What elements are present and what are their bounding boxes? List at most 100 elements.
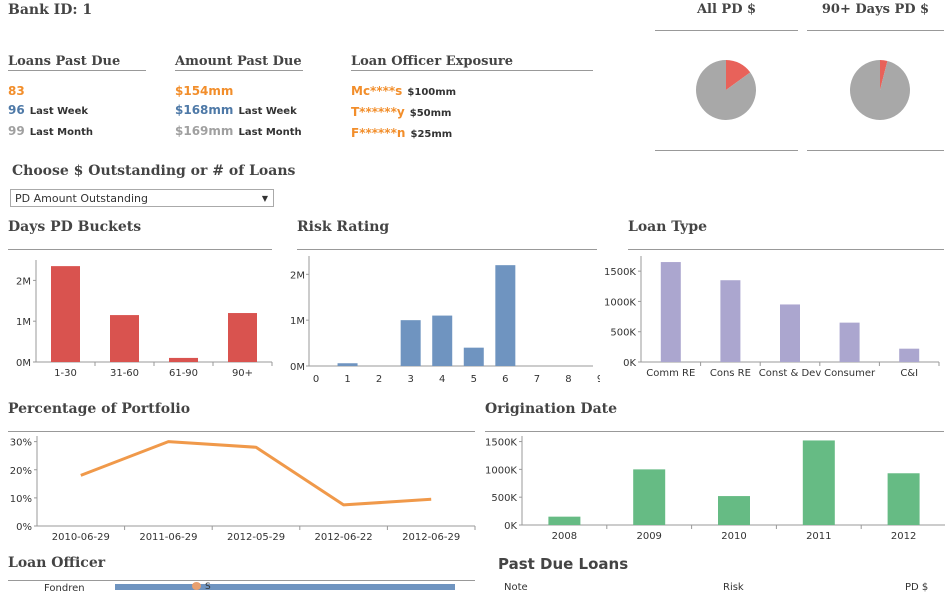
risk-rating-title: Risk Rating [297,219,390,235]
divider [8,431,475,432]
kpi-amount-past-due: Amount Past Due $154mm $168mm Last Week … [175,54,303,142]
kpi-current: $154mm [175,84,234,98]
pie-slice [726,60,751,90]
pd90-pie [850,60,910,121]
kpi-last-month-label: Last Month [238,127,302,138]
bar [720,280,741,362]
bar [228,313,257,362]
past-due-title: Past Due Loans [498,555,629,573]
divider [297,249,597,250]
kpi-last-month: $169mm [175,124,234,138]
y-tick-label: 2M [16,276,31,287]
pct-portfolio-title: Percentage of Portfolio [8,401,191,417]
pd90-title: 90+ Days PD $ [821,2,930,17]
bar [432,315,453,366]
kpi-title: Loan Officer Exposure [351,54,593,71]
divider [8,580,475,581]
y-tick-label: 2M [290,270,305,281]
bar [887,473,920,525]
col-note[interactable]: Note [504,582,528,593]
x-tick-label: 8 [565,374,571,385]
x-tick-label: Consumer [824,368,876,379]
y-tick-label: 10% [10,494,32,505]
kpi-officer-exposure: Loan Officer Exposure Mc****s $100mm T**… [351,54,593,144]
y-tick-label: 1000K [485,465,517,476]
dropdown-value: PD Amount Outstanding [15,192,149,205]
bar [633,469,666,525]
selector-title: Choose $ Outstanding or # of Loans [12,163,296,179]
days-pd-title: Days PD Buckets [8,219,142,235]
x-tick-label: 2012-06-29 [402,532,460,543]
col-risk[interactable]: Risk [723,582,744,593]
y-tick-label: 20% [10,466,32,477]
y-tick-label: 0M [290,362,305,373]
officer-amount: $25mm [410,129,453,140]
kpi-title: Loans Past Due [8,54,146,71]
risk-rating-chart: 0M 1M 2M 0 1 2 3 4 5 6 7 8 9 [290,256,600,385]
y-tick-label: 1500K [485,438,517,449]
y-tick-label: 0K [623,358,636,369]
bar [337,363,358,366]
divider [807,30,944,31]
officer-amount: $100mm [407,87,457,98]
bar [660,262,681,362]
col-pd[interactable]: PD $ [905,582,929,593]
x-tick-label: 1-30 [54,368,77,379]
divider [485,431,944,432]
officer-row-label: Fondren [44,583,85,594]
bar [780,304,800,362]
kpi-last-week-label: Last Week [29,106,89,117]
x-tick-label: Comm RE [646,368,695,379]
y-tick-label: 1M [290,316,305,327]
officer-bar[interactable] [115,584,455,590]
divider [655,150,798,151]
x-tick-label: 2010 [721,531,746,542]
x-tick-label: 0 [313,374,319,385]
divider [807,150,944,151]
pie-slice [850,60,910,121]
y-tick-label: 0% [16,522,32,533]
bar [463,347,484,366]
bar [110,315,139,362]
chevron-down-icon[interactable]: ▼ [261,194,268,203]
pie-slice [696,60,756,121]
origination-chart: 0K 500K 1000K 1500K 2008 2009 2010 2011 2012 [485,436,945,542]
divider [655,30,798,31]
y-tick-label: 1000K [604,297,636,308]
x-tick-label: 4 [439,374,445,385]
x-tick-label: 2008 [552,531,577,542]
bank-id: Bank ID: 1 [8,2,93,18]
y-tick-label: 500K [491,493,517,504]
kpi-loans-past-due: Loans Past Due 83 96 Last Week 99 Last M… [8,54,146,142]
officer-marker-label: S [205,582,211,592]
days-pd-chart: 0M 1M 2M 1-30 31-60 61-90 90+ [16,260,273,379]
bar [495,265,516,366]
bar [802,440,835,525]
kpi-last-week: 96 [8,103,25,117]
officer-name: T******y [351,105,405,119]
kpi-last-week-label: Last Week [238,106,297,117]
kpi-last-week: $168mm [175,103,234,117]
loan-type-title: Loan Type [628,219,708,235]
bar [51,266,80,362]
x-tick-label: 3 [407,374,413,385]
pie-slice [880,60,888,90]
bar [548,516,581,525]
kpi-last-month: 99 [8,124,25,138]
officer-name: F******n [351,126,406,140]
y-tick-label: 1500K [604,267,636,278]
kpi-current: 83 [8,84,25,98]
x-tick-label: 2 [376,374,382,385]
y-tick-label: 0K [504,521,517,532]
x-tick-label: 2011-06-29 [139,532,197,543]
x-tick-label: 2012-06-22 [315,532,373,543]
measure-dropdown[interactable]: PD Amount Outstanding ▼ [10,189,274,207]
x-tick-label: 61-90 [169,368,198,379]
x-tick-label: 5 [471,374,477,385]
all-pd-title: All PD $ [696,2,757,17]
officer-marker-dot [192,582,201,590]
divider [628,249,944,250]
x-tick-label: 7 [534,374,540,385]
x-tick-label: 2011 [806,531,831,542]
officer-amount: $50mm [409,108,452,119]
